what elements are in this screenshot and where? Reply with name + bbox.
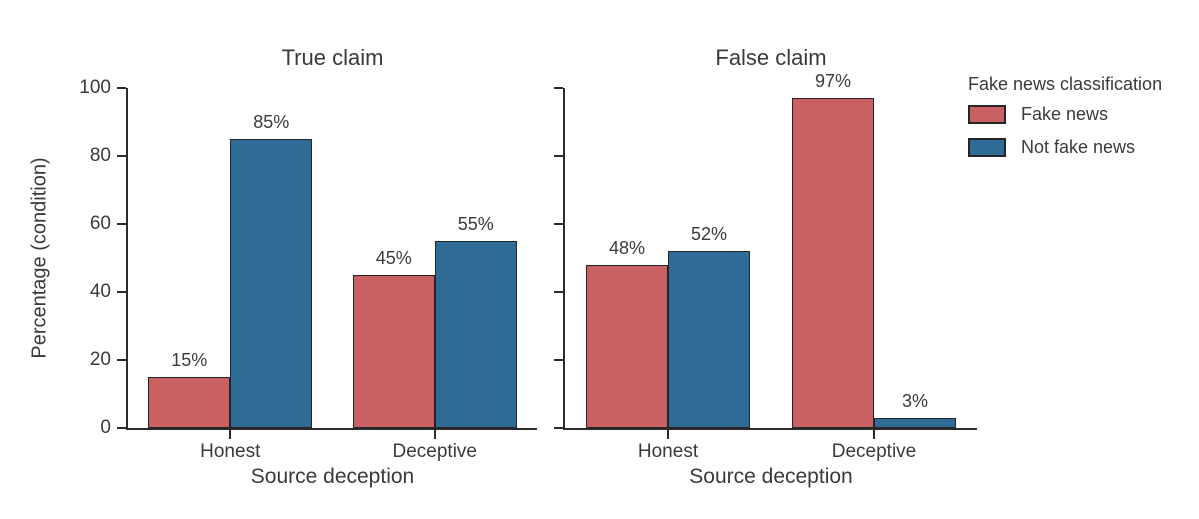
bar-value-label: 85% xyxy=(253,112,290,132)
panel-title: False claim xyxy=(715,45,827,70)
category-label: Deceptive xyxy=(392,441,478,462)
y-tick xyxy=(554,155,563,157)
category-label: Honest xyxy=(637,441,699,462)
panel-title: True claim xyxy=(281,45,384,70)
bar-value-label: 15% xyxy=(171,350,208,370)
y-axis-title: Percentage (condition) xyxy=(28,157,51,359)
legend-title: Fake news classification xyxy=(968,74,1163,94)
y-axis-spine xyxy=(563,88,565,430)
bar-value-label: 55% xyxy=(457,214,494,234)
bar-not-fake-news-deceptive xyxy=(874,417,956,428)
y-tick xyxy=(554,291,563,293)
bar-fake-news-honest xyxy=(148,377,231,428)
y-axis-spine xyxy=(126,88,128,430)
y-tick-label: 60 xyxy=(89,213,111,234)
x-axis-title: Source deception xyxy=(689,465,853,488)
x-tick xyxy=(433,430,436,439)
x-axis-line xyxy=(563,428,977,430)
bar-value-label: 52% xyxy=(690,224,728,245)
x-axis-line xyxy=(126,428,537,430)
x-tick xyxy=(873,430,875,439)
y-tick xyxy=(554,359,563,361)
not-fake-news-swatch-icon xyxy=(968,138,1006,157)
x-tick xyxy=(229,430,232,439)
legend: Fake news classification Fake news Not f… xyxy=(968,74,1162,158)
fake-news-swatch-icon xyxy=(968,105,1006,124)
legend-item-not-fake-news: Not fake news xyxy=(968,137,1162,158)
category-label: Honest xyxy=(200,441,261,462)
legend-item-label: Not fake news xyxy=(1021,137,1136,157)
y-tick-label: 40 xyxy=(89,281,111,302)
bar-fake-news-deceptive xyxy=(352,275,435,428)
y-tick xyxy=(117,223,126,225)
x-axis-title: Source deception xyxy=(250,465,415,488)
y-tick-label: 20 xyxy=(89,349,111,370)
y-tick-label: 100 xyxy=(79,77,111,98)
bar-not-fake-news-honest xyxy=(230,139,313,428)
bar-not-fake-news-deceptive xyxy=(434,241,517,428)
y-tick xyxy=(117,155,126,157)
y-tick-label: 0 xyxy=(100,417,111,438)
y-tick xyxy=(117,291,126,293)
bar-value-label: 3% xyxy=(901,390,928,411)
y-tick xyxy=(554,223,563,225)
legend-item-label: Fake news xyxy=(1021,104,1109,124)
y-tick xyxy=(117,427,126,429)
bar-value-label: 48% xyxy=(608,237,646,258)
y-tick xyxy=(117,87,126,89)
y-tick xyxy=(117,359,126,361)
bar-value-label: 45% xyxy=(375,248,412,268)
y-tick xyxy=(554,87,563,89)
category-label: Deceptive xyxy=(831,441,917,462)
y-tick xyxy=(554,427,563,429)
bar-value-label: 97% xyxy=(814,71,852,92)
y-tick-label: 80 xyxy=(89,145,111,166)
bar-not-fake-news-honest xyxy=(668,251,750,428)
bar-fake-news-honest xyxy=(586,264,668,428)
bar-fake-news-deceptive xyxy=(792,98,874,428)
x-tick xyxy=(667,430,669,439)
legend-item-fake-news: Fake news xyxy=(968,104,1162,125)
